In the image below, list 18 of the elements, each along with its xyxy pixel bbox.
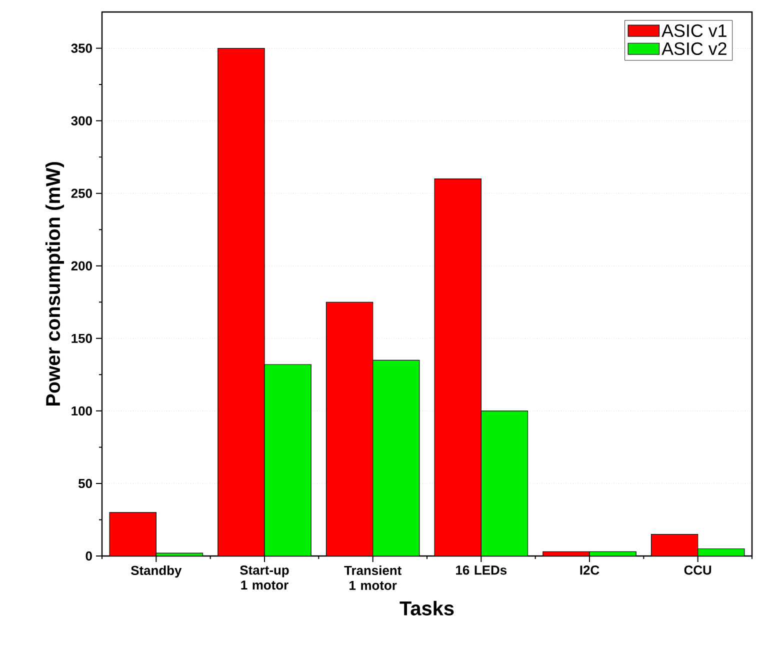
x-axis-title: Tasks — [400, 600, 454, 616]
y-tick-label: 350 — [71, 44, 92, 53]
x-tick-label: Standby — [130, 566, 182, 578]
y-tick-label: 100 — [72, 406, 92, 416]
y-tick-label: 300 — [71, 116, 92, 126]
legend-label: ASIC v2 — [662, 42, 726, 56]
x-tick-label: I2C — [580, 566, 600, 575]
y-tick-label: 50 — [78, 478, 92, 488]
y-axis-title: Power consumption (mW) — [45, 162, 64, 406]
y-tick-label: 250 — [71, 188, 92, 198]
x-tick-label: CCU — [684, 566, 712, 575]
x-tick-label: 16 LEDs — [456, 566, 507, 575]
legend-label: ASIC v1 — [662, 24, 726, 38]
y-tick-label: 0 — [86, 551, 92, 561]
x-tick-label: Transient 1 motor — [344, 566, 402, 590]
x-tick-label: Start-up 1 motor — [240, 566, 289, 590]
y-tick-label: 200 — [71, 261, 92, 270]
y-tick-label: 150 — [72, 334, 92, 343]
